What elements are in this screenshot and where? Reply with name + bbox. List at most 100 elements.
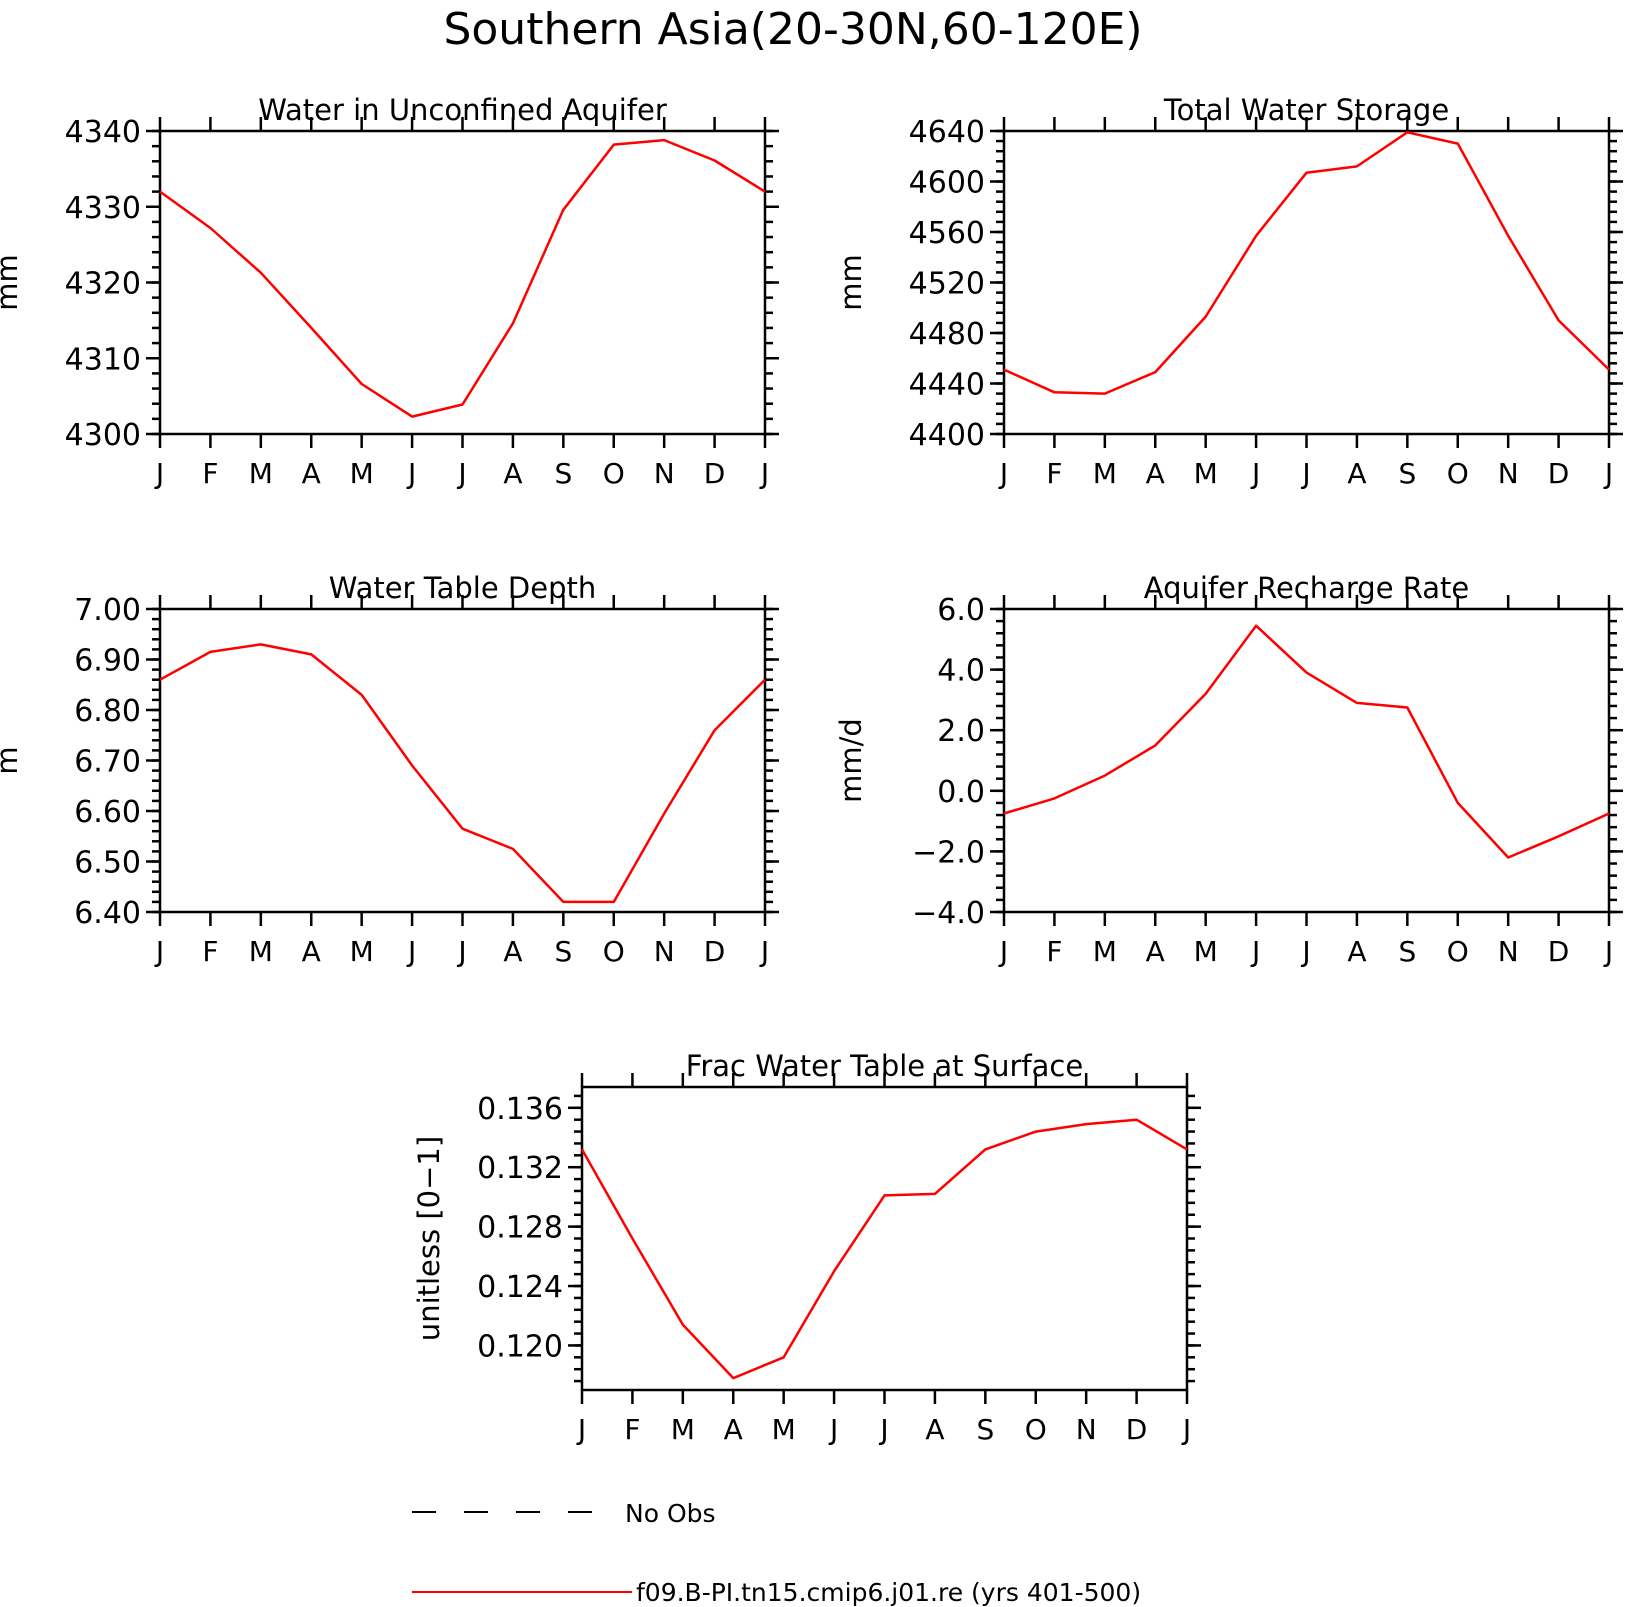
y-axis-label: mm bbox=[0, 254, 24, 311]
x-tick-label: D bbox=[1548, 457, 1570, 490]
y-tick-label: 4640 bbox=[909, 115, 985, 150]
x-tick-label: A bbox=[1146, 935, 1165, 968]
y-tick-label: 6.60 bbox=[74, 795, 141, 830]
x-tick-label: M bbox=[1093, 457, 1117, 490]
y-tick-label: 4520 bbox=[909, 267, 985, 302]
series-line-model bbox=[159, 643, 766, 904]
x-tick-label: N bbox=[1076, 1413, 1097, 1446]
y-tick-label: 0.124 bbox=[477, 1270, 563, 1305]
x-tick-label: J bbox=[456, 457, 466, 490]
x-tick-label: S bbox=[554, 457, 572, 490]
x-tick-label: J bbox=[998, 935, 1008, 968]
x-tick-label: M bbox=[350, 457, 374, 490]
legend-obs-label: No Obs bbox=[625, 1499, 716, 1528]
x-tick-label: S bbox=[976, 1413, 994, 1446]
y-tick-label: 4340 bbox=[65, 115, 141, 150]
x-tick-label: A bbox=[1146, 457, 1165, 490]
x-tick-label: J bbox=[1250, 457, 1260, 490]
y-tick-label: 4320 bbox=[65, 267, 141, 302]
y-axis-label: m bbox=[0, 746, 24, 774]
y-tick-label: 0.120 bbox=[477, 1329, 563, 1364]
series-line-model bbox=[1003, 131, 1610, 395]
legend-model-label: f09.B-PI.tn15.cmip6.j01.re (yrs 401-500) bbox=[636, 1578, 1141, 1607]
x-tick-label: F bbox=[202, 935, 218, 968]
x-tick-label: J bbox=[406, 457, 416, 490]
x-tick-label: M bbox=[1194, 457, 1218, 490]
x-tick-label: F bbox=[624, 1413, 640, 1446]
x-tick-label: J bbox=[878, 1413, 888, 1446]
x-tick-label: J bbox=[1250, 935, 1260, 968]
x-tick-label: F bbox=[1046, 457, 1062, 490]
y-tick-label: 6.70 bbox=[74, 745, 141, 780]
y-tick-label: 4310 bbox=[65, 342, 141, 377]
y-tick-label: 4440 bbox=[909, 368, 985, 403]
y-tick-label: 4560 bbox=[909, 216, 985, 251]
x-tick-label: A bbox=[1347, 457, 1366, 490]
x-tick-label: F bbox=[202, 457, 218, 490]
x-tick-label: A bbox=[503, 935, 522, 968]
x-tick-label: A bbox=[302, 457, 321, 490]
x-tick-label: J bbox=[154, 457, 164, 490]
x-tick-label: J bbox=[759, 935, 769, 968]
x-tick-label: J bbox=[1300, 935, 1310, 968]
x-tick-label: J bbox=[154, 935, 164, 968]
y-tick-label: 0.132 bbox=[477, 1151, 563, 1186]
x-tick-label: A bbox=[302, 935, 321, 968]
x-tick-label: J bbox=[406, 935, 416, 968]
x-tick-label: A bbox=[724, 1413, 743, 1446]
plot-frame bbox=[158, 607, 767, 914]
x-tick-label: M bbox=[249, 457, 273, 490]
x-tick-label: J bbox=[1181, 1413, 1191, 1446]
x-tick-label: O bbox=[1447, 457, 1469, 490]
figure-title: Southern Asia(20-30N,60-120E) bbox=[443, 4, 1142, 55]
x-tick-label: S bbox=[1398, 935, 1416, 968]
plot-frame bbox=[580, 1085, 1189, 1392]
x-tick-label: N bbox=[1498, 457, 1519, 490]
y-tick-label: 4600 bbox=[909, 166, 985, 201]
x-tick-label: O bbox=[1447, 935, 1469, 968]
y-tick-label: 6.40 bbox=[74, 896, 141, 931]
plot-frame bbox=[158, 129, 767, 436]
y-axis-label: mm bbox=[834, 254, 868, 311]
y-tick-label: 4330 bbox=[65, 191, 141, 226]
y-tick-label: 4480 bbox=[909, 317, 985, 352]
x-tick-label: J bbox=[759, 457, 769, 490]
x-tick-label: D bbox=[1548, 935, 1570, 968]
x-tick-label: N bbox=[654, 457, 675, 490]
y-tick-label: −2.0 bbox=[912, 835, 985, 870]
y-tick-label: 0.128 bbox=[477, 1211, 563, 1246]
x-tick-label: M bbox=[1194, 935, 1218, 968]
y-tick-label: 7.00 bbox=[74, 593, 141, 628]
y-axis-label: mm/d bbox=[834, 718, 868, 803]
x-tick-label: O bbox=[603, 457, 625, 490]
y-tick-label: 4.0 bbox=[937, 654, 985, 689]
y-tick-label: 0.136 bbox=[477, 1092, 563, 1127]
y-tick-label: 6.50 bbox=[74, 846, 141, 881]
x-tick-label: J bbox=[1300, 457, 1310, 490]
y-axis-label: unitless [0−1] bbox=[412, 1136, 446, 1341]
x-tick-label: J bbox=[456, 935, 466, 968]
x-tick-label: O bbox=[603, 935, 625, 968]
x-tick-label: N bbox=[654, 935, 675, 968]
x-tick-label: D bbox=[704, 935, 726, 968]
y-tick-label: 4300 bbox=[65, 418, 141, 453]
y-tick-label: 6.80 bbox=[74, 694, 141, 729]
x-tick-label: O bbox=[1025, 1413, 1047, 1446]
y-tick-label: 6.90 bbox=[74, 644, 141, 679]
x-tick-label: A bbox=[925, 1413, 944, 1446]
x-tick-label: D bbox=[704, 457, 726, 490]
x-tick-label: F bbox=[1046, 935, 1062, 968]
series-line-model bbox=[1003, 624, 1610, 859]
plot-frame bbox=[1002, 607, 1611, 914]
y-tick-label: 2.0 bbox=[937, 714, 985, 749]
x-tick-label: J bbox=[1603, 935, 1613, 968]
x-tick-label: M bbox=[350, 935, 374, 968]
y-tick-label: 0.0 bbox=[937, 775, 985, 810]
plot-frame bbox=[1002, 129, 1611, 436]
